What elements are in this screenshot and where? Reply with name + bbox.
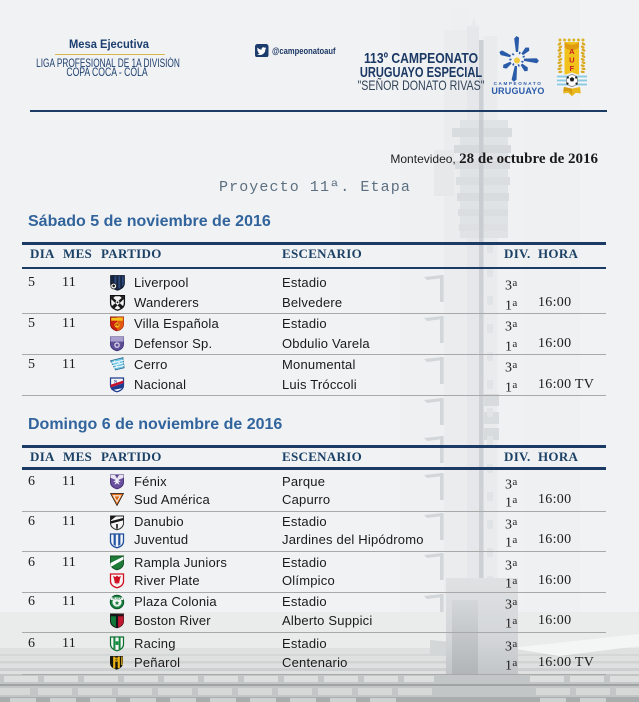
svg-text:VE: VE xyxy=(115,323,120,327)
svg-text:A: A xyxy=(569,47,575,56)
svg-text:U: U xyxy=(569,56,574,65)
svg-text:PLAZA: PLAZA xyxy=(113,596,122,600)
svg-text:CAMPEONATO: CAMPEONATO xyxy=(494,81,543,86)
svg-text:N: N xyxy=(114,379,117,384)
svg-text:URUGUAYO: URUGUAYO xyxy=(491,86,544,96)
svg-text:F: F xyxy=(570,64,575,73)
